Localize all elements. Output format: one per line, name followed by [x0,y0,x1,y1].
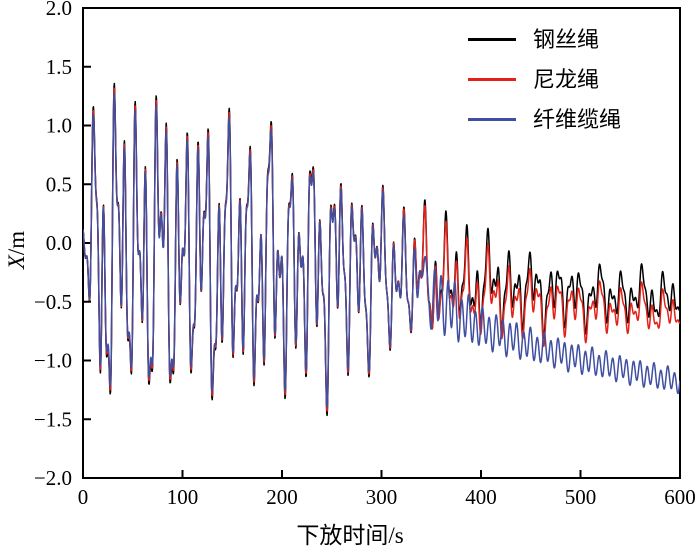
y-axis-unit: /m [4,231,29,255]
x-tick-label: 200 [266,485,298,509]
legend-item-nylon-rope: 尼龙绳 [468,66,621,93]
legend-item-fiber-cable-rope: 纤维缆绳 [468,106,621,133]
legend: 钢丝绳 尼龙绳 纤维缆绳 [468,26,621,133]
x-tick-label: 600 [664,485,696,509]
x-tick-label: 100 [167,485,199,509]
y-tick-label: −1.5 [34,407,72,431]
x-axis-title: 下放时间/s [296,523,404,548]
y-tick-label: 0.5 [46,172,72,196]
y-tick-label: 0.0 [46,231,72,255]
y-tick-label: 1.0 [46,114,72,138]
legend-line-nylon-rope-icon [468,78,516,81]
x-tick-label: 500 [565,485,597,509]
y-tick-label: 1.5 [46,55,72,79]
y-axis-symbol: X [4,254,29,270]
x-tick-label: 300 [366,485,398,509]
legend-label-fiber-cable-rope: 纤维缆绳 [533,106,622,132]
x-axis-ticks: 0 100 200 300 400 500 600 [78,470,696,509]
legend-item-steel-wire-rope: 钢丝绳 [468,26,621,53]
y-axis-title: X/m [4,231,29,270]
series-line-fiber-cable-rope [83,92,680,408]
y-tick-label: 2.0 [46,0,72,20]
y-axis-ticks: 2.0 1.5 1.0 0.5 0.0 −0.5 −1.0 −1.5 −2.0 [34,0,91,490]
y-tick-label: −1.0 [34,349,72,373]
legend-label-nylon-rope: 尼龙绳 [533,66,600,92]
legend-label-steel-wire-rope: 钢丝绳 [533,26,600,52]
plot-area [83,82,680,417]
y-tick-label: −2.0 [34,466,72,490]
x-tick-label: 0 [78,485,89,509]
legend-line-fiber-cable-rope-icon [468,118,516,121]
legend-line-steel-wire-rope-icon [468,38,516,41]
y-tick-label: −0.5 [34,290,72,314]
x-tick-label: 400 [465,485,497,509]
